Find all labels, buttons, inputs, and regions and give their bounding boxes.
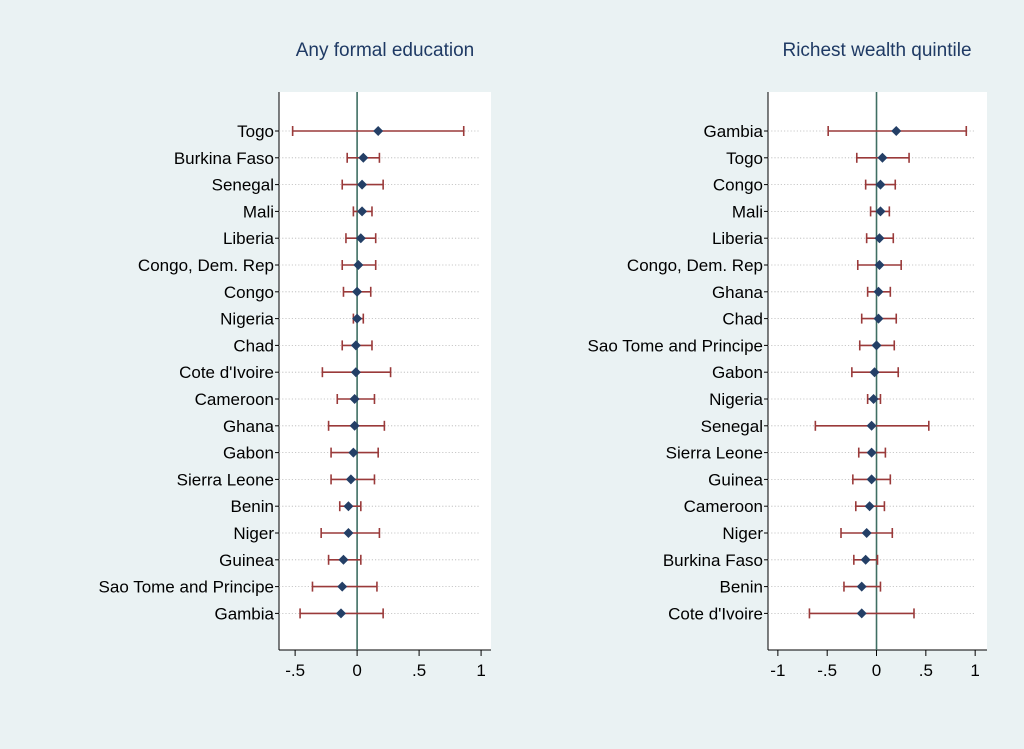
y-tick-label: Senegal xyxy=(212,176,274,195)
point-estimate-marker xyxy=(875,179,886,190)
y-tick-label: Sierra Leone xyxy=(666,444,763,463)
point-estimate-marker xyxy=(874,233,885,244)
y-tick-label: Burkina Faso xyxy=(174,149,274,168)
y-tick-label: Niger xyxy=(233,524,274,543)
point-estimate-marker xyxy=(335,608,346,619)
point-estimate-marker xyxy=(871,340,882,351)
point-estimate-marker xyxy=(343,501,354,512)
y-tick-label: Gambia xyxy=(214,604,274,623)
y-tick-label: Liberia xyxy=(712,229,764,248)
y-tick-label: Gabon xyxy=(712,363,763,382)
y-tick-label: Chad xyxy=(722,310,763,329)
y-tick-label: Cote d'Ivoire xyxy=(668,604,763,623)
y-tick-label: Gabon xyxy=(223,444,274,463)
y-tick-label: Gambia xyxy=(703,122,763,141)
point-estimate-marker xyxy=(373,126,384,136)
y-tick-label: Sao Tome and Principe xyxy=(99,578,274,597)
point-estimate-marker xyxy=(352,286,363,297)
y-tick-label: Burkina Faso xyxy=(663,551,763,570)
y-tick-label: Mali xyxy=(243,202,274,221)
y-tick-label: Congo, Dem. Rep xyxy=(627,256,763,275)
y-tick-label: Congo xyxy=(713,176,763,195)
point-estimate-marker xyxy=(868,394,879,404)
y-tick-label: Sao Tome and Principe xyxy=(588,336,763,355)
point-estimate-marker xyxy=(860,554,871,565)
point-estimate-marker xyxy=(355,233,366,244)
point-estimate-marker xyxy=(877,152,888,163)
point-estimate-marker xyxy=(864,501,875,512)
y-tick-label: Chad xyxy=(233,336,274,355)
y-tick-label: Sierra Leone xyxy=(177,470,274,489)
y-tick-label: Togo xyxy=(237,122,274,141)
x-tick-label: .5 xyxy=(412,661,426,680)
y-tick-label: Ghana xyxy=(223,417,275,436)
y-tick-label: Mali xyxy=(732,202,763,221)
y-tick-label: Nigeria xyxy=(220,310,274,329)
point-estimate-marker xyxy=(348,447,359,458)
point-estimate-marker xyxy=(875,206,886,217)
y-tick-label: Togo xyxy=(726,149,763,168)
point-estimate-marker xyxy=(345,474,356,485)
x-tick-label: 0 xyxy=(872,661,881,680)
y-tick-label: Cote d'Ivoire xyxy=(179,363,274,382)
y-tick-label: Congo xyxy=(224,283,274,302)
y-tick-label: Niger xyxy=(722,524,763,543)
point-estimate-marker xyxy=(869,367,880,378)
y-tick-label: Guinea xyxy=(219,551,274,570)
point-estimate-marker xyxy=(866,474,877,485)
x-tick-label: -1 xyxy=(770,661,785,680)
panel-2: Richest wealth quintile -1 -.5 0 .5 1 Gambia To… xyxy=(588,40,987,680)
point-estimate-marker xyxy=(891,126,902,136)
x-tick-label: .5 xyxy=(919,661,933,680)
x-tick-label: -.5 xyxy=(817,661,837,680)
point-estimate-marker xyxy=(866,447,877,458)
point-estimate-marker xyxy=(353,260,364,270)
point-estimate-marker xyxy=(873,313,884,324)
chart-title: Any formal education xyxy=(296,40,475,61)
y-tick-label: Guinea xyxy=(708,470,763,489)
panel-1: Any formal education -.5 0 .5 1 Togo Burkina F… xyxy=(99,40,491,680)
point-estimate-marker xyxy=(856,608,867,619)
y-tick-label: Congo, Dem. Rep xyxy=(138,256,274,275)
x-tick-label: 1 xyxy=(970,661,979,680)
point-estimate-marker xyxy=(861,528,872,538)
y-tick-label: Cameroon xyxy=(195,390,274,409)
point-estimate-marker xyxy=(349,420,360,431)
point-estimate-marker xyxy=(357,179,368,190)
x-tick-label: -.5 xyxy=(285,661,305,680)
y-tick-label: Benin xyxy=(231,497,274,516)
point-estimate-marker xyxy=(873,286,884,297)
x-tick-label: 1 xyxy=(476,661,485,680)
point-estimate-marker xyxy=(358,152,369,163)
x-tick-label: 0 xyxy=(352,661,361,680)
y-tick-label: Senegal xyxy=(701,417,763,436)
point-estimate-marker xyxy=(343,528,354,538)
point-estimate-marker xyxy=(874,260,885,270)
point-estimate-marker xyxy=(349,394,360,404)
y-tick-label: Benin xyxy=(720,578,763,597)
point-estimate-marker xyxy=(352,313,363,324)
y-tick-label: Nigeria xyxy=(709,390,763,409)
y-tick-label: Cameroon xyxy=(684,497,763,516)
point-estimate-marker xyxy=(337,581,348,592)
point-estimate-marker xyxy=(350,367,361,378)
point-estimate-marker xyxy=(338,554,349,565)
y-tick-label: Liberia xyxy=(223,229,275,248)
point-estimate-marker xyxy=(350,340,361,351)
point-estimate-marker xyxy=(866,420,877,431)
point-estimate-marker xyxy=(357,206,368,217)
point-estimate-marker xyxy=(856,581,867,592)
y-tick-label: Ghana xyxy=(712,283,764,302)
chart-title: Richest wealth quintile xyxy=(782,40,971,61)
plot-area xyxy=(279,92,491,650)
